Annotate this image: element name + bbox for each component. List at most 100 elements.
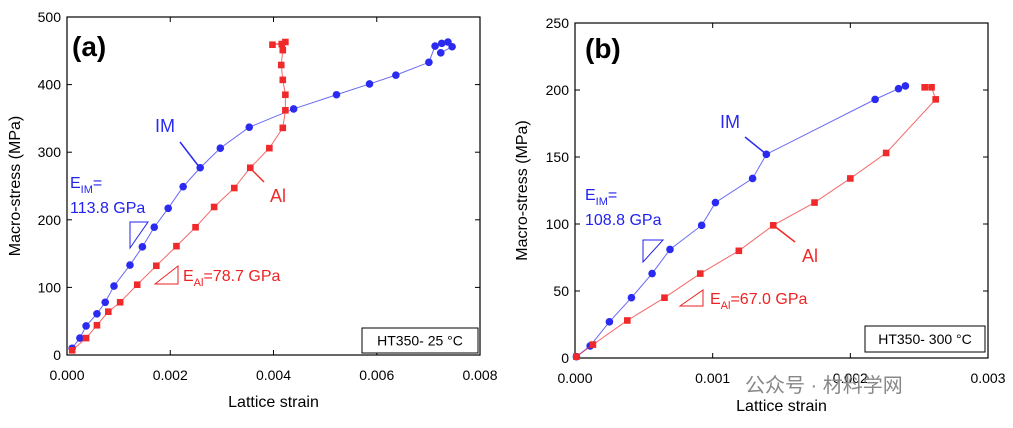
data-point [901,82,910,90]
data-point [648,269,656,278]
slope-triangle [678,289,704,307]
data-point [711,198,720,207]
y-axis-label: Macro-stress (MPa) [514,120,531,260]
data-point [279,124,287,132]
data-point [282,38,289,46]
modulus-label: EAl=78.7 GPa [183,268,281,289]
data-point [365,80,374,88]
y-tick-label: 100 [38,279,62,295]
data-point [392,71,400,79]
data-point [126,261,134,269]
modulus-value: 108.8 GPa [585,212,662,229]
data-point [289,105,298,113]
data-point [245,123,254,131]
series-label: IM [155,116,175,136]
x-axis-label: Lattice strain [736,398,827,415]
modulus-label: EIM= [585,187,617,208]
y-tick-label: 0 [53,347,61,363]
data-point [928,84,935,91]
modulus-subscript: IM [596,196,608,208]
data-point [230,184,238,192]
data-point [116,298,124,306]
y-tick-label: 150 [546,149,570,165]
y-tick-label: 100 [546,216,570,232]
data-point [93,309,101,318]
x-tick-label: 0.002 [833,370,868,386]
modulus-symbol: E [585,187,596,204]
data-point [164,204,172,213]
leader-line [249,167,265,183]
data-point [192,223,199,231]
x-tick-label: 0.001 [695,370,730,386]
data-point [277,61,285,69]
condition-box [361,327,479,354]
modulus-subscript: Al [194,277,204,289]
series-line [71,41,453,349]
data-point [82,322,90,330]
leader-line [772,224,796,243]
panel-label: (a) [72,31,106,62]
series-label: IM [720,112,740,132]
data-point [105,308,112,316]
data-point [811,199,818,206]
data-point [437,39,446,48]
modulus-rest: = [93,175,102,192]
panel-label: (b) [585,33,621,64]
x-tick-label: 0.000 [49,367,84,383]
data-point [436,49,445,57]
y-tick-label: 300 [38,144,62,160]
data-point [110,282,118,290]
data-point [448,42,456,51]
data-point [101,298,110,307]
data-point [666,245,674,254]
data-point [332,90,341,99]
condition-label: HT350- 25 °C [377,333,463,349]
data-point [696,270,704,277]
data-point [279,46,287,54]
modulus-symbol: E [183,268,194,285]
x-tick-label: 0.004 [256,367,291,383]
data-point [173,242,180,250]
data-point [425,58,433,67]
y-tick-label: 200 [546,82,570,98]
modulus-label: EIM= [70,175,102,196]
data-point [150,223,159,232]
data-point [76,334,84,342]
data-point [847,175,854,182]
data-point [573,353,580,360]
modulus-subscript: Al [721,300,731,312]
x-tick-label: 0.006 [359,367,394,383]
data-point [894,84,903,93]
leader-line [179,141,201,169]
data-point [735,247,743,255]
data-point [431,42,439,50]
data-point [697,221,706,230]
data-point [153,262,160,270]
y-tick-label: 500 [38,9,62,25]
data-point [605,318,614,326]
data-point [661,294,668,301]
data-point [138,243,147,251]
y-tick-label: 200 [38,212,62,228]
y-tick-label: 0 [561,350,569,366]
modulus-symbol: E [710,291,721,308]
plot-frame [574,22,989,359]
y-tick-label: 50 [553,283,569,299]
data-point [93,321,101,329]
x-tick-label: 0.008 [462,367,497,383]
x-tick-label: 0.002 [153,367,188,383]
data-point [882,149,890,157]
watermark: 公众号 · 材料学网 [745,374,903,397]
data-point [133,281,141,288]
x-tick-label: 0.003 [970,370,1005,386]
data-point [921,84,928,91]
data-point [932,96,939,103]
slope-triangle [153,264,179,285]
data-point [210,203,218,211]
slope-triangle [129,221,149,250]
data-point [68,346,76,354]
data-point [266,144,273,152]
data-point [627,293,636,302]
condition-label: HT350- 300 °C [878,331,972,347]
series-label: Al [270,186,286,206]
